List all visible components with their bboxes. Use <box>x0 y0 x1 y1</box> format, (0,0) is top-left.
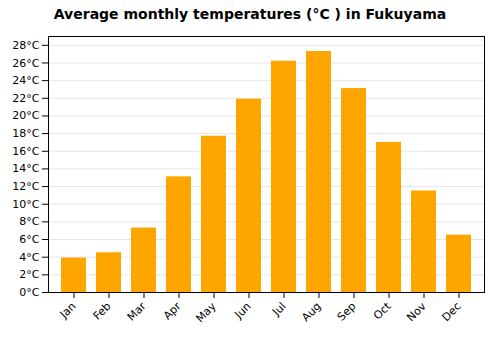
svg-text:0°C: 0°C <box>19 286 39 299</box>
svg-text:Jun: Jun <box>232 300 254 322</box>
svg-text:Sep: Sep <box>335 300 359 324</box>
html-text:Average monthly temperatures (: Average monthly temperatures (°C ) in Fu… <box>53 6 447 22</box>
svg-text:Jul: Jul <box>269 300 288 319</box>
svg-text:4°C: 4°C <box>19 251 39 264</box>
svg-text:6°C: 6°C <box>19 233 39 246</box>
svg-text:2°C: 2°C <box>19 268 39 281</box>
svg-text:20°C: 20°C <box>12 109 39 122</box>
svg-text:Dec: Dec <box>439 300 463 324</box>
svg-text:Apr: Apr <box>161 299 184 322</box>
svg-text:28°C: 28°C <box>12 39 39 52</box>
svg-text:Oct: Oct <box>371 299 394 322</box>
svg-text:Aug: Aug <box>299 300 323 324</box>
svg-text:Jan: Jan <box>57 300 79 322</box>
svg-text:18°C: 18°C <box>12 127 39 140</box>
svg-text:26°C: 26°C <box>12 57 39 70</box>
svg-text:24°C: 24°C <box>12 74 39 87</box>
svg-text:Nov: Nov <box>404 299 429 324</box>
svg-text:22°C: 22°C <box>12 92 39 105</box>
svg-text:8°C: 8°C <box>19 215 39 228</box>
svg-text:10°C: 10°C <box>12 198 39 211</box>
svg-text:14°C: 14°C <box>12 162 39 175</box>
svg-text:16°C: 16°C <box>12 145 39 158</box>
svg-text:Feb: Feb <box>91 300 114 323</box>
svg-text:12°C: 12°C <box>12 180 39 193</box>
svg-text:May: May <box>193 299 219 325</box>
svg-text:Mar: Mar <box>125 299 149 323</box>
